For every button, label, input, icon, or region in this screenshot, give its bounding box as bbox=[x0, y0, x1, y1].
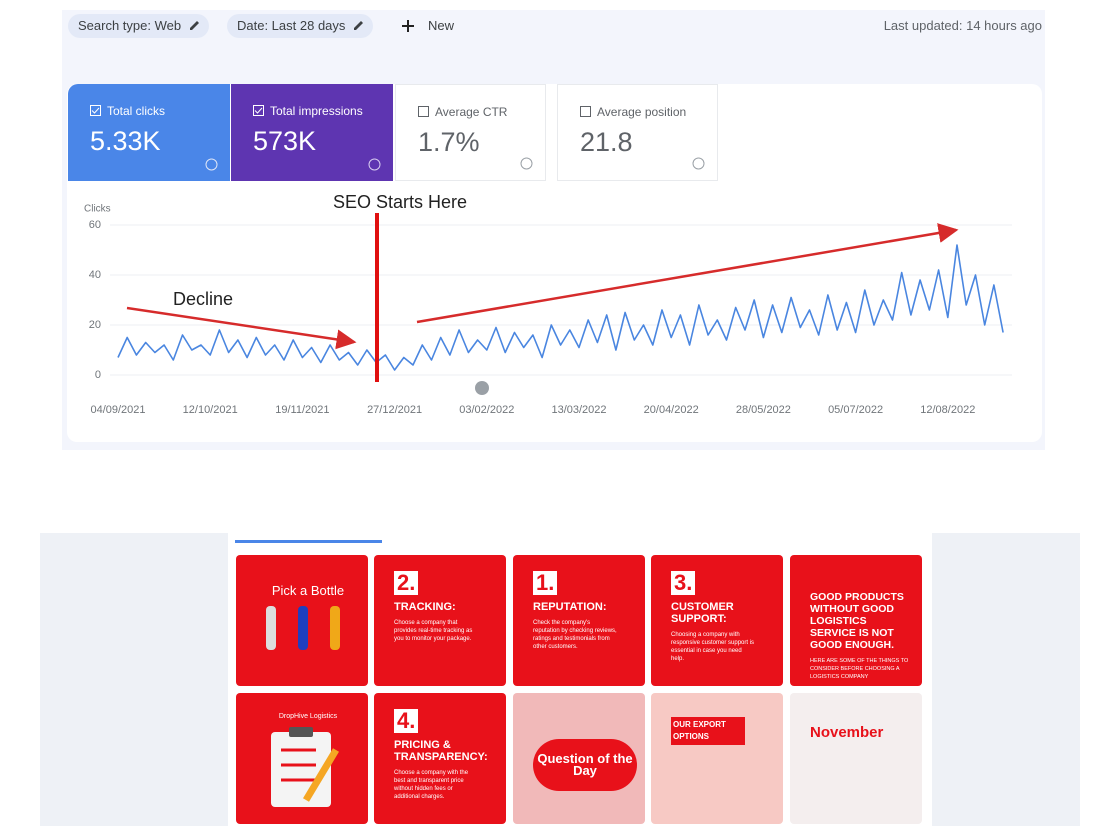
active-tab-indicator bbox=[235, 540, 382, 543]
search-type-chip[interactable]: Search type: Web bbox=[68, 14, 210, 38]
x-tick-label: 27/12/2021 bbox=[367, 404, 422, 416]
plus-icon bbox=[402, 20, 414, 32]
help-icon bbox=[692, 157, 705, 170]
post-tile[interactable]: November bbox=[790, 693, 922, 824]
post-tile[interactable]: Pick a Bottle bbox=[236, 555, 368, 686]
metric-value: 1.7% bbox=[418, 127, 480, 157]
help-icon bbox=[368, 158, 381, 171]
x-tick-label: 05/07/2022 bbox=[828, 404, 883, 416]
post-heading: GOOD PRODUCTS WITHOUT GOOD LOGISTICS SER… bbox=[810, 591, 904, 651]
checkbox bbox=[90, 105, 101, 116]
post-tile[interactable]: Question of the Day bbox=[513, 693, 645, 824]
post-number: 2. bbox=[394, 571, 419, 595]
metric-card[interactable]: Average position 21.8 bbox=[557, 84, 718, 181]
metric-card[interactable]: Total impressions 573K bbox=[231, 84, 393, 181]
metric-value: 573K bbox=[253, 126, 317, 156]
post-body: Choose a company with the best and trans… bbox=[394, 770, 469, 800]
metric-label: Average position bbox=[597, 105, 687, 119]
post-tile[interactable]: 1. REPUTATION: Check the company's reputat… bbox=[513, 555, 645, 686]
metric-card[interactable]: Total clicks 5.33K bbox=[68, 84, 230, 181]
x-tick-label: 13/03/2022 bbox=[551, 404, 606, 416]
post-heading: OUR EXPORT OPTIONS bbox=[671, 717, 745, 745]
post-tile[interactable]: GOOD PRODUCTS WITHOUT GOOD LOGISTICS SER… bbox=[790, 555, 922, 686]
clicks-line bbox=[117, 244, 1004, 371]
metric-label: Total clicks bbox=[107, 104, 166, 118]
checkbox bbox=[580, 106, 591, 117]
post-tile[interactable]: 4. PRICING & TRANSPARENCY: Choose a compan… bbox=[374, 693, 506, 824]
chart: Clicks 0 20 40 60 04/09/2021 12/10/2021 19/11/… bbox=[84, 192, 1012, 416]
x-tick-label: 12/10/2021 bbox=[183, 404, 238, 416]
post-number: 1. bbox=[533, 571, 558, 595]
last-updated: Last updated: 14 hours ago bbox=[883, 18, 1042, 33]
decline-arrow bbox=[126, 306, 357, 350]
post-body: Choose a company that provides real-time… bbox=[394, 620, 473, 642]
growth-arrow bbox=[416, 223, 959, 324]
clipboard-illustration bbox=[271, 727, 340, 807]
post-heading: November bbox=[810, 724, 884, 741]
post-tile[interactable]: OUR EXPORT OPTIONS bbox=[651, 693, 783, 824]
edit-icon bbox=[354, 21, 364, 30]
post-number: 4. bbox=[394, 709, 419, 733]
button-text: New bbox=[428, 18, 455, 33]
post-number: 3. bbox=[671, 571, 696, 595]
date-chip[interactable]: Date: Last 28 days bbox=[227, 14, 374, 38]
x-tick-label: 03/02/2022 bbox=[459, 404, 514, 416]
post-heading: CUSTOMER SUPPORT: bbox=[671, 601, 734, 625]
chip-text: Date: Last 28 days bbox=[237, 18, 346, 33]
checkbox bbox=[253, 105, 264, 116]
y-axis-title: Clicks bbox=[84, 204, 111, 215]
y-tick-label: 60 bbox=[89, 219, 101, 231]
chip-text: Search type: Web bbox=[78, 18, 182, 33]
y-tick-label: 0 bbox=[95, 369, 101, 381]
x-tick-label: 12/08/2022 bbox=[920, 404, 975, 416]
post-body: Choosing a company with responsive custo… bbox=[671, 632, 755, 662]
bottles-illustration bbox=[266, 606, 340, 650]
post-title: DropHive Logistics bbox=[278, 713, 338, 720]
post-title: Pick a Bottle bbox=[271, 583, 345, 598]
post-tile[interactable]: DropHive Logistics bbox=[236, 693, 368, 824]
metric-card[interactable]: Average CTR 1.7% bbox=[395, 84, 546, 181]
metric-label: Total impressions bbox=[270, 104, 363, 118]
annotation: SEO Starts Here bbox=[333, 192, 467, 212]
post-tile[interactable]: 3. CUSTOMER SUPPORT: Choosing a company wi… bbox=[651, 555, 783, 686]
annotation: Decline bbox=[173, 289, 233, 309]
x-tick-label: 28/05/2022 bbox=[736, 404, 791, 416]
metric-value: 21.8 bbox=[580, 127, 633, 157]
post-heading: TRACKING: bbox=[394, 601, 456, 613]
edit-icon bbox=[190, 21, 200, 30]
x-tick-label: 19/11/2021 bbox=[275, 404, 329, 416]
y-tick-label: 40 bbox=[89, 269, 101, 281]
post-tile[interactable]: 2. TRACKING: Choose a company that provide… bbox=[374, 555, 506, 686]
post-heading: REPUTATION: bbox=[533, 601, 607, 613]
y-tick-label: 20 bbox=[89, 319, 101, 331]
new-button[interactable]: New bbox=[400, 14, 454, 38]
x-tick-label: 20/04/2022 bbox=[644, 404, 699, 416]
checkbox bbox=[418, 106, 429, 117]
metric-label: Average CTR bbox=[435, 105, 508, 119]
help-icon bbox=[205, 158, 218, 171]
help-icon bbox=[520, 157, 533, 170]
post-heading: Question of the Day bbox=[533, 739, 637, 791]
x-tick-label: 04/09/2021 bbox=[90, 404, 145, 416]
annotation-marker[interactable] bbox=[475, 381, 489, 395]
post-body: HERE ARE SOME OF THE THINGS TO CONSIDER … bbox=[810, 658, 909, 680]
metric-value: 5.33K bbox=[90, 126, 161, 156]
post-heading: PRICING & TRANSPARENCY: bbox=[394, 739, 488, 763]
post-body: Check the company's reputation by checki… bbox=[533, 620, 617, 650]
